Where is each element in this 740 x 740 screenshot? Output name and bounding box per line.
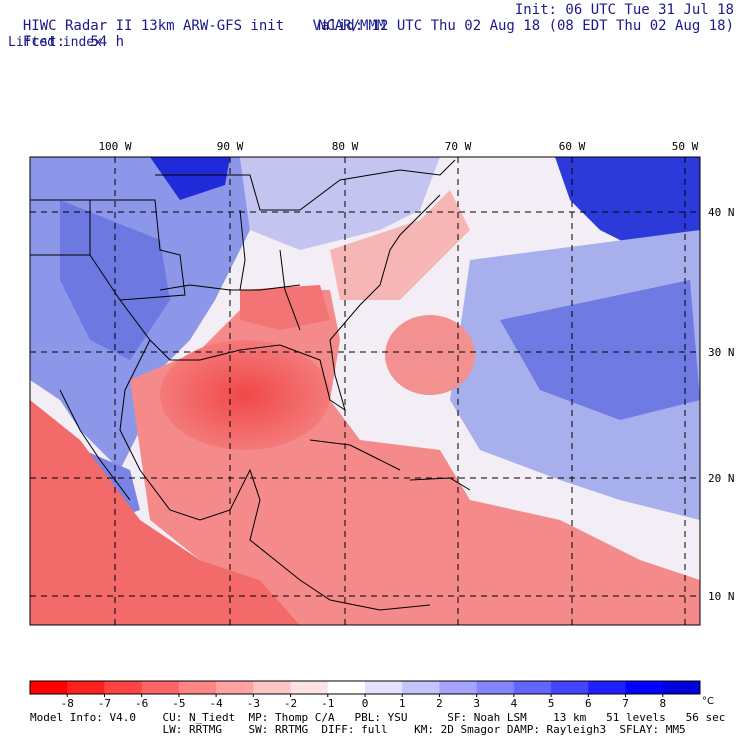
border-lines-west [30, 199, 91, 256]
map-frame [29, 156, 701, 626]
colorbar-swatch [513, 681, 552, 694]
forecast-hour: Fcst: 54 h [6, 18, 124, 50]
colorbar-tick-label: -8 [61, 697, 74, 710]
fcst-value: 54 h [90, 34, 125, 50]
colorbar-tick-label: 2 [436, 697, 443, 710]
colorbar-swatch [476, 681, 515, 694]
colorbar-tick-label: -7 [98, 697, 111, 710]
blue-region-atlantic-north [555, 157, 700, 250]
lon-labels: 100 W 90 W 80 W 70 W 60 W 50 W [98, 140, 698, 153]
lon-label: 50 W [672, 140, 699, 153]
blue-region-north [150, 157, 230, 200]
colorbar-swatch [253, 681, 292, 694]
colorbar-tick-label: 6 [585, 697, 592, 710]
red-region-atlantic [385, 315, 475, 395]
header-title-line: HIWC Radar II 13km ARW-GFS init NCAR/MMM [6, 2, 385, 34]
colorbar-swatch [365, 681, 403, 694]
colorbar-swatch [402, 681, 440, 694]
colorbar-tick-label: 8 [659, 697, 666, 710]
colorbar-tick-label: -4 [209, 697, 223, 710]
coastline-mexico-central-america [119, 339, 431, 611]
coastline-cuba [309, 439, 401, 471]
border-line-east [279, 249, 301, 331]
lon-label: 60 W [559, 140, 586, 153]
colorbar-tick-label: 5 [548, 697, 555, 710]
colorbar-swatch [551, 681, 589, 694]
red-region-pacific [30, 400, 300, 625]
colorbar-swatch [30, 681, 68, 694]
lat-label: 40 N [708, 206, 735, 219]
colorbar-tick-label: -1 [321, 697, 334, 710]
field-name: Lifted index [8, 35, 102, 50]
colorbar-swatch [588, 681, 627, 694]
lon-label: 80 W [332, 140, 359, 153]
colorbar-tick-label: -6 [135, 697, 148, 710]
colorbar-unit: °C [702, 696, 714, 707]
colorbar-swatch [625, 681, 664, 694]
lon-label: 70 W [445, 140, 472, 153]
colorbar-swatch [141, 681, 180, 694]
colorbar-swatch [216, 681, 254, 694]
colorbar-tick-label: -3 [247, 697, 260, 710]
model-info-line1: Model Info: V4.0 CU: N_Tiedt MP: Thomp C… [30, 711, 726, 724]
map-field [30, 157, 700, 625]
pink-region-coast [330, 190, 470, 300]
lat-label: 20 N [708, 472, 735, 485]
colorbar-tick-label: 7 [622, 697, 629, 710]
colorbar-swatch [290, 681, 329, 694]
lat-lon-grid [30, 157, 700, 625]
colorbar-swatch [327, 681, 366, 694]
org-label: NCAR/MMM [317, 18, 386, 34]
model-info-line2: LW: RRTMG SW: RRTMG DIFF: full KM: 2D Sm… [30, 723, 686, 736]
lat-label: 30 N [708, 346, 735, 359]
border-lines-north [155, 159, 456, 211]
colorbar: -8 -7 -6 -5 -4 -3 -2 -1 0 1 2 3 4 5 6 7 8 °C [29, 680, 714, 710]
colorbar-tick-label: -5 [172, 697, 185, 710]
colorbar-tick-label: 1 [399, 697, 406, 710]
colorbar-swatch [104, 681, 143, 694]
blue-region-northeast [240, 157, 440, 250]
valid-time: Valid: 12 UTC Thu 02 Aug 18 (08 EDT Thu … [312, 18, 734, 34]
colorbar-swatch [439, 681, 478, 694]
init-time: Init: 06 UTC Tue 31 Jul 18 [514, 2, 734, 18]
colorbar-swatch [178, 681, 217, 694]
border-line-mississippi [239, 209, 246, 291]
colorbar-tick-label: 3 [473, 697, 480, 710]
colorbar-swatch [662, 681, 701, 694]
lon-label: 90 W [217, 140, 244, 153]
model-title: HIWC Radar II 13km ARW-GFS init [22, 18, 285, 34]
red-core-gulf [160, 340, 330, 450]
colorbar-tick-label: 0 [362, 697, 369, 710]
fcst-label: Fcst: [22, 34, 66, 50]
lon-label: 100 W [98, 140, 131, 153]
blue-bands [500, 280, 700, 420]
lat-labels: 40 N 30 N 20 N 10 N [708, 206, 735, 603]
colorbar-tick-label: -2 [284, 697, 297, 710]
lat-label: 10 N [708, 590, 735, 603]
red-region-southeast [240, 285, 330, 330]
colorbar-swatch [67, 681, 105, 694]
colorbar-tick-label: 4 [511, 697, 518, 710]
